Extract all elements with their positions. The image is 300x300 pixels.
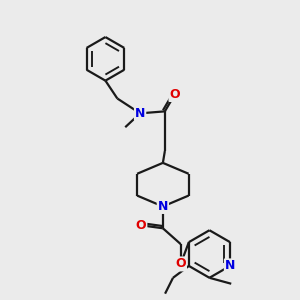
Text: O: O xyxy=(169,88,180,101)
Text: N: N xyxy=(135,107,145,120)
Text: O: O xyxy=(136,219,146,232)
Text: N: N xyxy=(158,200,168,213)
Text: O: O xyxy=(176,257,186,270)
Text: N: N xyxy=(225,260,235,272)
